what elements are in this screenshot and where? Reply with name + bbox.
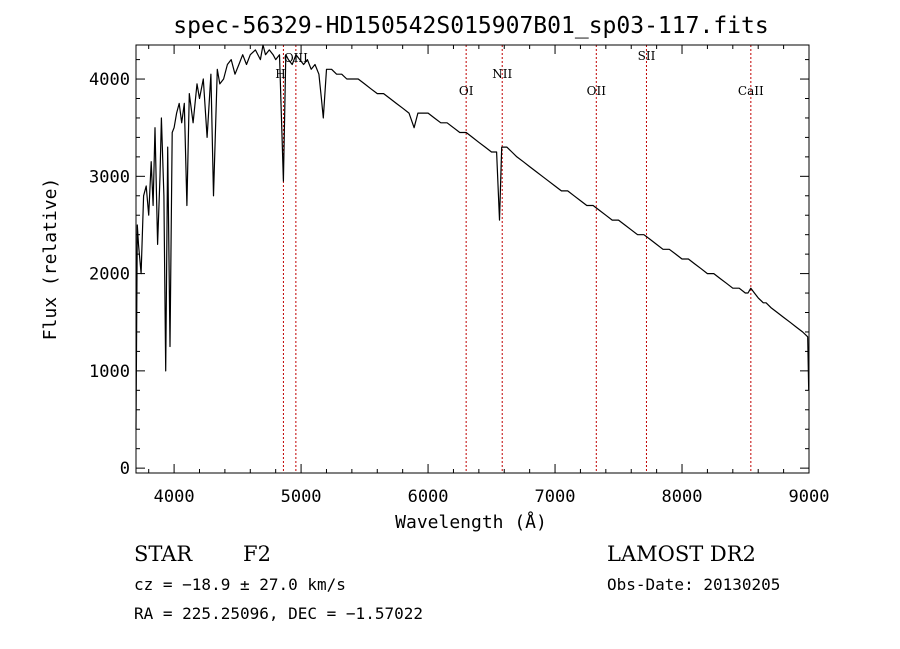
x-axis-label: Wavelength (Å) xyxy=(395,511,547,533)
emission-line-label: OIII xyxy=(284,51,308,65)
emission-line-markers xyxy=(282,45,752,473)
x-tick-label: 5000 xyxy=(281,487,322,507)
chart-title: spec-56329-HD150542S015907B01_sp03-117.f… xyxy=(173,13,768,39)
emission-line-label: SII xyxy=(638,49,656,63)
emission-line-label: CaII xyxy=(738,84,764,98)
plot-frame xyxy=(135,44,810,474)
emission-line-label: H xyxy=(275,67,285,81)
spectrum-series xyxy=(135,44,810,430)
object-subclass: F2 xyxy=(243,542,271,566)
object-class: STAR xyxy=(134,542,193,566)
observation-date: Obs-Date: 20130205 xyxy=(607,575,780,594)
x-tick-label: 8000 xyxy=(662,487,703,507)
y-axis-ticks: 0 1000 2000 3000 4000 xyxy=(89,59,809,479)
emission-line-labels: H OIII OI NII OII SII CaII xyxy=(275,49,764,98)
y-tick-label: 1000 xyxy=(89,362,130,382)
x-axis-ticks: 4000 5000 6000 7000 8000 9000 xyxy=(148,45,830,507)
emission-line-label: OI xyxy=(459,84,474,98)
y-tick-label: 4000 xyxy=(89,70,130,90)
x-tick-label: 9000 xyxy=(789,487,830,507)
spectrum-line xyxy=(135,44,810,430)
survey-name: LAMOST DR2 xyxy=(607,542,756,566)
emission-line-label: OII xyxy=(587,84,607,98)
coordinates: RA = 225.25096, DEC = −1.57022 xyxy=(134,604,423,623)
x-tick-label: 7000 xyxy=(535,487,576,507)
y-tick-label: 2000 xyxy=(89,265,130,285)
x-tick-label: 4000 xyxy=(154,487,195,507)
y-tick-label: 0 xyxy=(120,459,130,479)
emission-line-label: NII xyxy=(492,67,512,81)
y-tick-label: 3000 xyxy=(89,167,130,187)
redshift-cz: cz = −18.9 ± 27.0 km/s xyxy=(134,575,346,594)
y-axis-label: Flux (relative) xyxy=(40,178,61,341)
x-tick-label: 6000 xyxy=(408,487,449,507)
